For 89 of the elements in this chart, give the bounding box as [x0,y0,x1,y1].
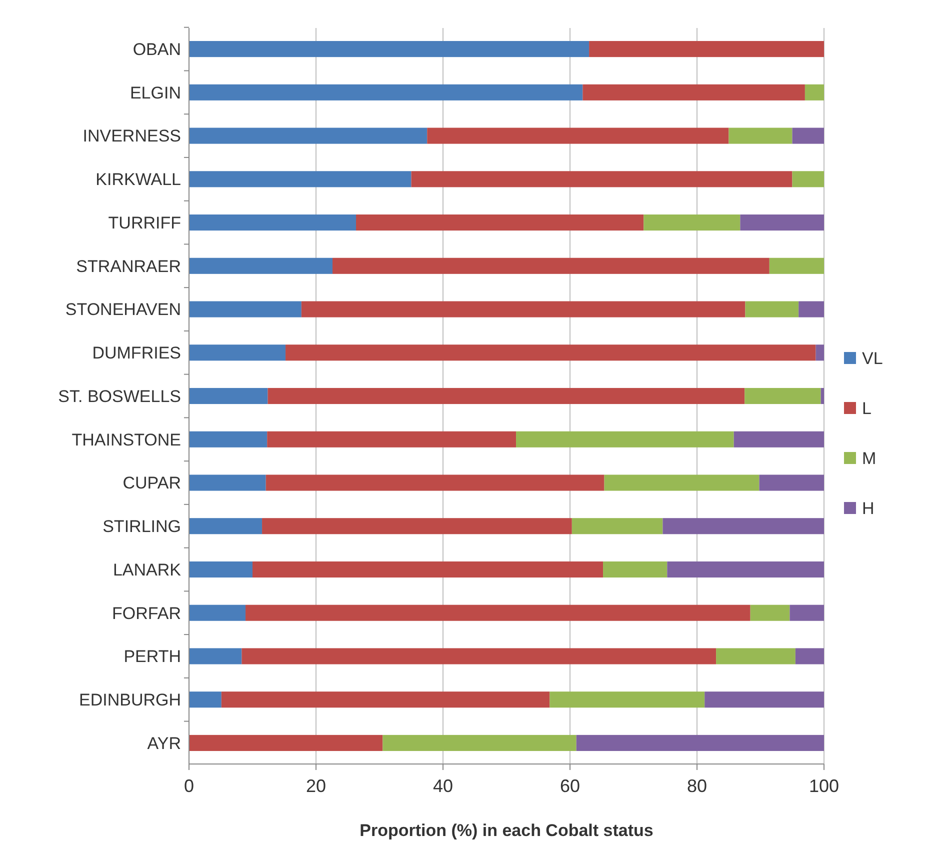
bar [242,648,716,664]
bar [252,561,604,578]
x-tick-label: 0 [184,776,194,796]
bar [411,171,792,188]
y-tick-label: STIRLING [102,517,181,536]
bar [189,344,286,361]
bar [189,604,246,621]
legend-label: VL [862,348,883,368]
bar [189,648,242,664]
bar [189,301,302,318]
bar [189,171,412,188]
bar [745,301,799,318]
y-tick-label: KIRKWALL [96,170,181,190]
bar [332,258,770,274]
bar [662,518,824,534]
x-tick-label: 40 [432,776,454,796]
bar [572,518,663,534]
bar [189,41,590,58]
bar [704,692,824,708]
bar [382,734,576,751]
y-tick-label: EDINBURGH [78,690,181,710]
bar [798,301,824,318]
bar [603,561,668,578]
legend-label: M [862,448,876,468]
x-axis-title: Proportion (%) in each Cobalt status [360,821,654,840]
bar [728,128,792,144]
bar [189,214,356,231]
bar [790,604,824,621]
bar [667,561,824,578]
bar [427,128,729,144]
bar [769,258,824,274]
y-tick-label: AYR [147,734,181,753]
x-tick-label: 80 [686,776,708,796]
bar [792,128,824,144]
y-tick-label: PERTH [124,647,181,666]
bar [266,474,604,491]
bar [816,344,824,361]
y-tick-label: STONEHAVEN [65,300,181,320]
y-tick-label: LANARK [112,560,182,580]
x-tick-label: 20 [306,776,326,796]
bar [604,474,760,491]
y-tick-label: OBAN [132,40,181,59]
y-tick-label: STRANRAER [76,256,181,276]
y-tick-label: DUMFRIES [92,344,181,363]
bar [820,388,824,404]
x-tick-label: 100 [808,776,840,796]
bar [644,214,740,231]
bar [582,84,805,100]
bar [268,388,745,404]
bar [516,431,734,448]
bar [744,388,821,404]
bar [189,561,252,578]
bar [301,301,746,318]
bar [795,648,824,664]
bar [286,344,816,361]
bar [189,84,583,100]
bar [189,258,333,274]
y-tick-label: CUPAR [122,474,181,493]
y-tick-label: ELGIN [130,83,181,102]
bar [221,692,550,708]
bar [262,518,572,534]
bar [576,734,824,751]
y-tick-label: THAINSTONE [72,430,181,450]
bar [189,431,268,448]
bar [189,474,266,491]
y-tick-label: FORFAR [112,604,181,623]
bar [740,214,824,231]
bar [750,604,790,621]
bar [792,171,824,188]
bar [734,431,824,448]
bar [189,734,383,751]
bar [246,604,750,621]
bar [267,431,516,448]
bar [189,388,268,404]
bar [716,648,796,664]
legend-label: H [862,498,874,518]
legend-label: L [862,398,872,418]
y-tick-label: INVERNESS [82,126,181,146]
bar [804,84,824,100]
bar [550,692,705,708]
bar [189,128,428,144]
bar [189,692,222,708]
bar [589,41,824,58]
y-tick-label: ST. BOSWELLS [58,386,181,406]
y-tick-label: TURRIFF [108,213,181,232]
bar [356,214,644,231]
bar [189,518,262,534]
x-tick-label: 60 [560,776,580,796]
bar [759,474,824,491]
